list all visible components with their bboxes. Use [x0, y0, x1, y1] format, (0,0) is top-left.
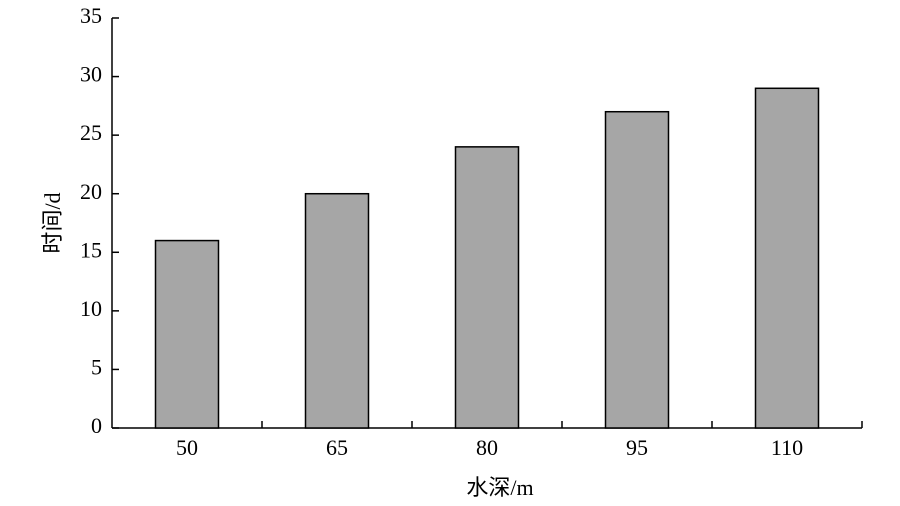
bar	[454, 146, 520, 429]
y-tick-label: 25	[80, 120, 102, 145]
bar	[304, 192, 370, 429]
x-tick-label: 95	[626, 435, 648, 460]
bar	[604, 110, 670, 429]
x-axis-label: 水深/m	[466, 475, 533, 500]
x-tick-label: 110	[771, 435, 803, 460]
bar	[154, 239, 220, 429]
y-axis-label: 时间/d	[40, 192, 65, 253]
y-tick-label: 35	[80, 3, 102, 28]
x-tick-label: 80	[476, 435, 498, 460]
bar	[754, 87, 820, 429]
y-tick-label: 10	[80, 296, 102, 321]
y-tick-label: 15	[80, 237, 102, 262]
y-tick-label: 5	[91, 354, 102, 379]
y-tick-label: 30	[80, 62, 102, 87]
x-tick-label: 65	[326, 435, 348, 460]
y-tick-label: 0	[91, 413, 102, 438]
x-tick-label: 50	[176, 435, 198, 460]
y-tick-label: 20	[80, 179, 102, 204]
